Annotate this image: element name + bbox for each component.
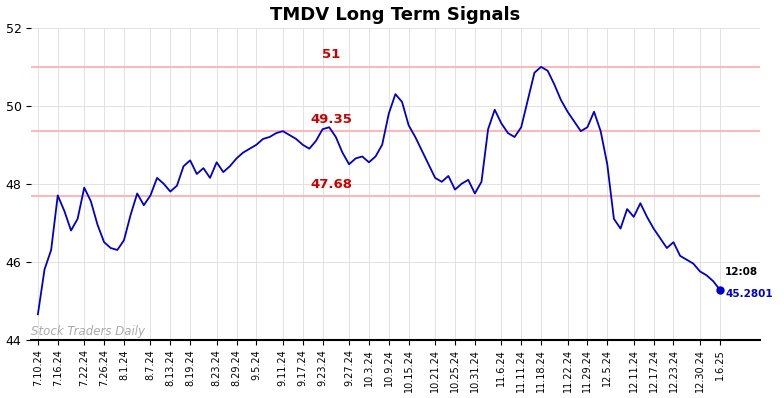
Text: 49.35: 49.35 <box>310 113 352 126</box>
Text: 45.2801: 45.2801 <box>725 289 773 299</box>
Text: 47.68: 47.68 <box>310 178 352 191</box>
Text: 51: 51 <box>322 48 340 61</box>
Title: TMDV Long Term Signals: TMDV Long Term Signals <box>270 6 521 23</box>
Text: 12:08: 12:08 <box>725 267 758 277</box>
Text: Stock Traders Daily: Stock Traders Daily <box>31 325 145 338</box>
